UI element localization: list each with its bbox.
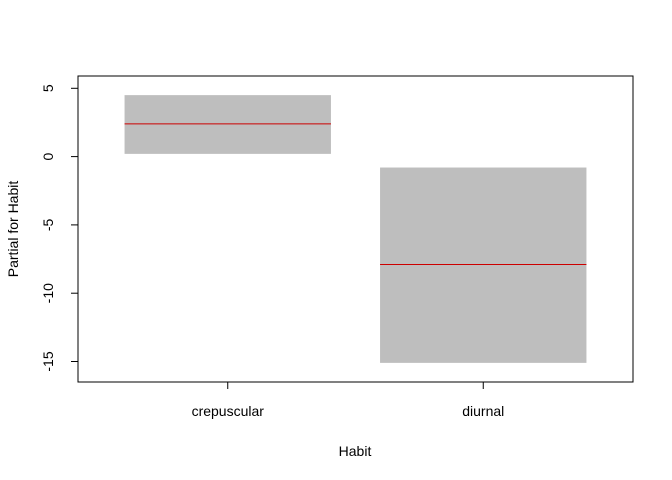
- ci-band-crepuscular: [124, 95, 331, 154]
- y-axis-label: Partial for Habit: [5, 181, 21, 278]
- x-tick-label-diurnal: diurnal: [462, 403, 504, 419]
- x-axis: crepuscular diurnal: [192, 381, 504, 419]
- y-tick-label-3: -10: [40, 283, 56, 303]
- x-axis-label: Habit: [339, 443, 372, 459]
- y-tick-label-2: -5: [40, 218, 56, 231]
- y-tick-label-0: 5: [40, 84, 56, 92]
- y-tick-label-1: 0: [40, 152, 56, 160]
- y-tick-label-4: -15: [40, 351, 56, 371]
- x-tick-label-crepuscular: crepuscular: [192, 403, 265, 419]
- estimate-lines: [124, 123, 587, 266]
- y-axis: 5 0 -5 -10 -15: [40, 84, 79, 372]
- confidence-bands: [124, 95, 587, 363]
- ci-band-diurnal: [380, 167, 587, 363]
